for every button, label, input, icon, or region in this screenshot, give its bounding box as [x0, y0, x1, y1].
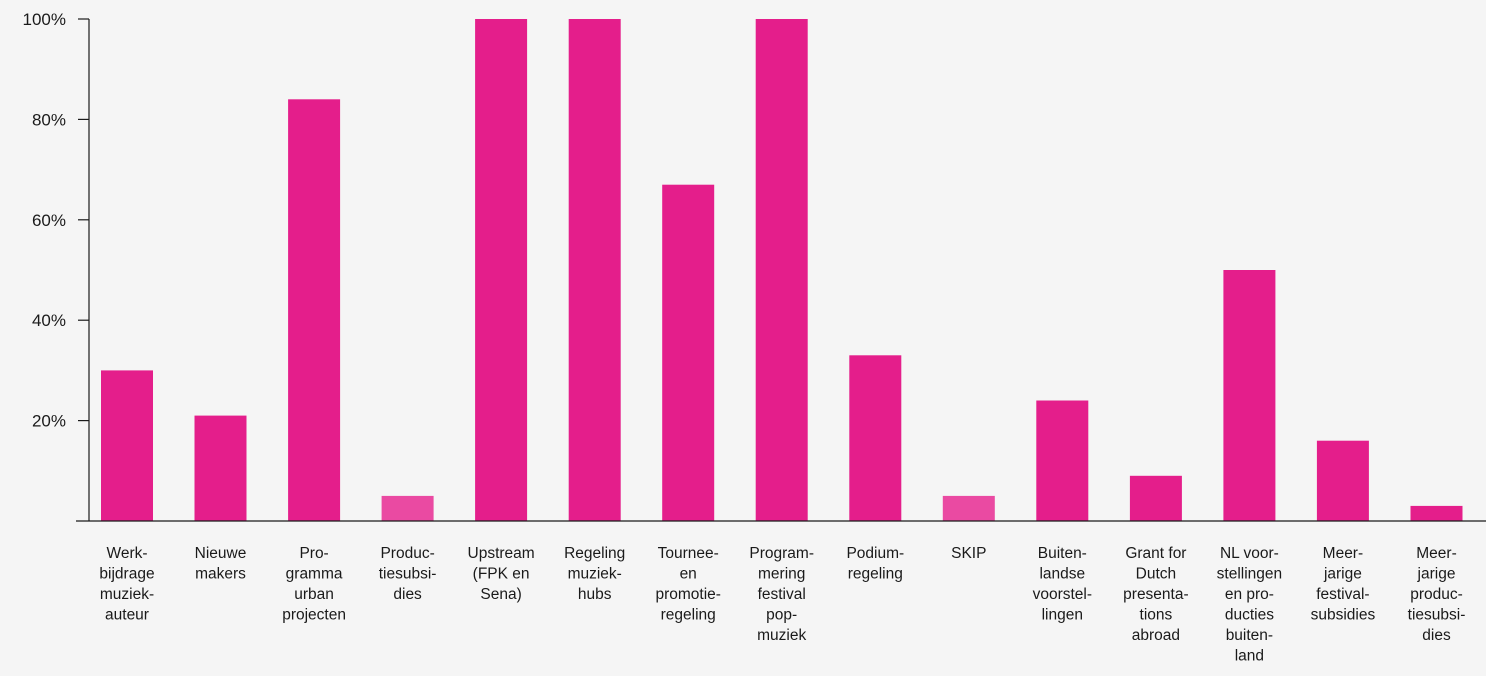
category-label: Produc-tiesubsi-dies [379, 545, 437, 603]
category-label: Pro-gramma urban projecten [282, 545, 346, 624]
y-tick-label: 20% [32, 412, 66, 431]
category-label: Regeling muziek-hubs [564, 545, 625, 603]
bar-12 [1129, 475, 1182, 521]
bar-11 [1036, 400, 1089, 521]
bar-6 [568, 19, 621, 521]
category-label: Nieuwe makers [195, 545, 247, 583]
y-tick-label: 40% [32, 311, 66, 330]
bar-15 [1410, 505, 1463, 521]
y-tick-label: 80% [32, 110, 66, 129]
y-tick-label: 100% [23, 10, 66, 29]
bar-1 [101, 370, 153, 521]
x-category-labels: Werk-bijdrage muziek-auteur Nieuwe makers Pr… [99, 545, 1465, 665]
bar-5 [475, 19, 528, 521]
bar-4 [381, 495, 434, 521]
category-label: SKIP [951, 545, 986, 562]
category-label: Upstream (FPK en Sena) [468, 545, 535, 603]
bar-9 [849, 355, 902, 521]
bar-3 [288, 99, 341, 522]
bar-10 [942, 495, 995, 521]
bar-13 [1223, 270, 1276, 521]
category-label: Buiten-landse voorstel-lingen [1033, 545, 1092, 624]
bars-group [101, 19, 1463, 522]
category-label: Program-mering festival pop-muziek [749, 545, 814, 644]
y-tick-label: 60% [32, 211, 66, 230]
category-label: Meer-jarige festival-subsidies [1311, 545, 1376, 624]
bar-7 [662, 184, 715, 521]
category-label: Grant for Dutch presenta-tions abroad [1123, 545, 1188, 644]
category-label: Tournee-en promotie-regeling [655, 545, 720, 624]
bar-2 [194, 415, 247, 521]
category-label: NL voor-stellingen en pro-ducties buiten-l… [1217, 545, 1283, 665]
category-label: Podium-regeling [846, 545, 904, 583]
axes-group [76, 19, 1486, 522]
category-label: Werk-bijdrage muziek-auteur [99, 545, 154, 624]
category-label: Meer-jarige produc-tiesubsi-dies [1408, 545, 1466, 644]
y-tick-labels: 20% 40% 60% 80% 100% [23, 10, 89, 431]
bar-8 [755, 19, 808, 521]
bar-14 [1316, 440, 1369, 521]
